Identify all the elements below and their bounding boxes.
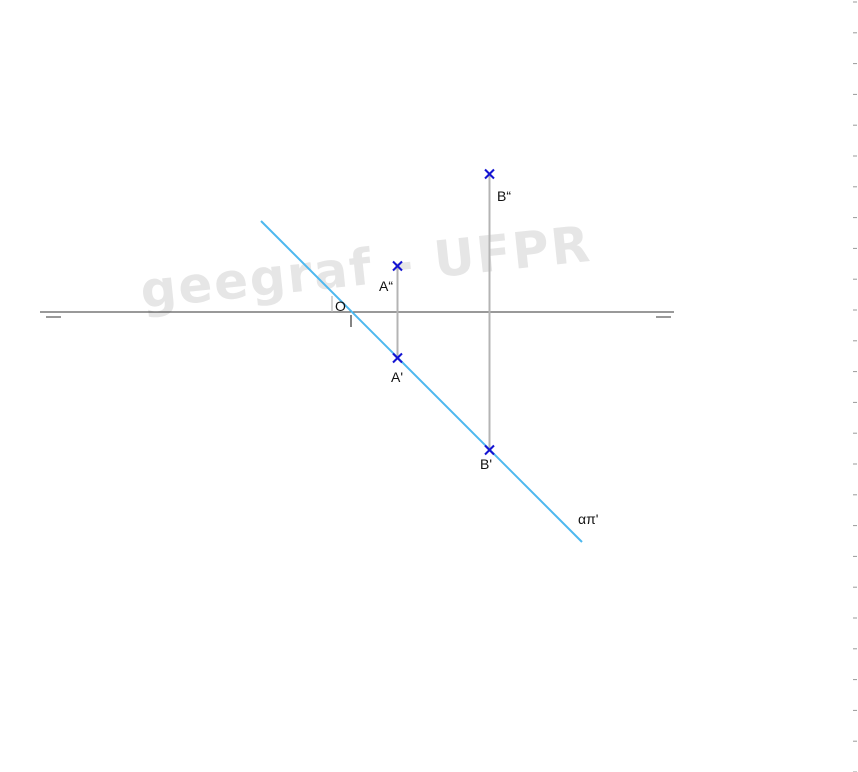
edge-ticks xyxy=(853,1,857,772)
point-mark-b-vertical xyxy=(484,168,495,180)
trace-line-alpha-pi xyxy=(260,220,583,543)
point-mark-a-vertical xyxy=(392,260,403,272)
point-mark-b-horizontal xyxy=(484,444,495,456)
label-a-vertical: A“ xyxy=(379,278,393,294)
point-mark-a-horizontal xyxy=(392,352,403,364)
label-origin: O xyxy=(335,298,346,314)
label-b-horizontal: B' xyxy=(480,456,492,472)
watermark: geegraf - UFPR xyxy=(138,215,595,320)
label-trace: απ' xyxy=(578,511,598,527)
label-b-vertical: B“ xyxy=(497,188,511,204)
label-a-horizontal: A' xyxy=(391,369,403,385)
